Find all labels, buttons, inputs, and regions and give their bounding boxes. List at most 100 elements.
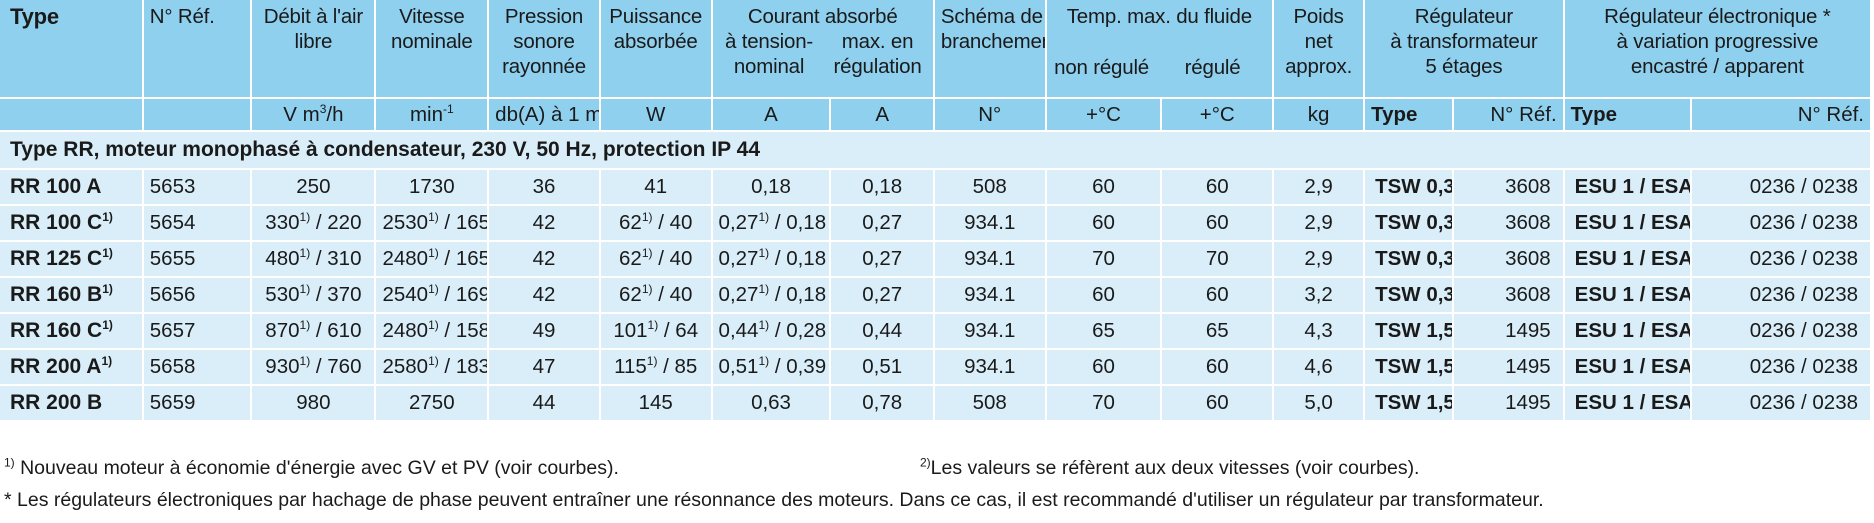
cell-temp-regule: 60: [1162, 206, 1273, 240]
cell-reg-type: TSW 1,5: [1365, 386, 1452, 420]
unit-vitesse: min-1: [376, 99, 488, 130]
cell-vitesse: 25801) / 1830: [376, 350, 488, 384]
cell-temp-regule: 65: [1162, 314, 1273, 348]
cell-courant-max: 0,78: [831, 386, 933, 420]
cell-puissance: 1151) / 85: [600, 350, 711, 384]
unit-temp-nonregule: +°C: [1046, 99, 1161, 130]
table-row: RR 200 B 5659 980 2750 44 145 0,63 0,78 508 70 60 5…: [0, 386, 1870, 420]
cell-reg-ref: 1495: [1454, 350, 1563, 384]
courant-title: Courant absorbé: [747, 5, 898, 28]
col-header-schema: Schéma debranchement: [934, 0, 1045, 97]
unit-regel-type: Type: [1564, 99, 1690, 130]
cell-debit: 4801) / 310: [252, 242, 375, 276]
cell-reg-ref: 3608: [1454, 206, 1563, 240]
cell-ref: 5653: [143, 170, 251, 204]
unit-courant-nominal: A: [712, 99, 830, 130]
cell-regel-type: ESU 1 / ESA 1: [1564, 314, 1690, 348]
section-row: Type RR, moteur monophasé à condensateur…: [0, 132, 1870, 168]
col-header-temp: Temp. max. du fluide non régulé régulé: [1046, 0, 1273, 97]
cell-courant-max: 0,27: [831, 206, 933, 240]
cell-reg-ref: 1495: [1454, 386, 1563, 420]
cell-poids: 4,6: [1274, 350, 1364, 384]
footnote-1: 1) Nouveau moteur à économie d'énergie a…: [4, 455, 619, 480]
unit-debit: V m3/h: [252, 99, 375, 130]
cell-regel-type: ESU 1 / ESA 1: [1564, 386, 1690, 420]
courant-sub-nominal: à tension-nominal: [725, 30, 814, 78]
cell-temp-regule: 60: [1162, 386, 1273, 420]
cell-temp-regule: 60: [1162, 278, 1273, 312]
cell-reg-type: TSW 0,3: [1365, 206, 1452, 240]
cell-type: RR 200 B: [0, 386, 142, 420]
col-header-type: Type: [0, 0, 142, 97]
cell-type: RR 160 C1): [0, 314, 142, 348]
cell-temp-nonregule: 60: [1046, 350, 1161, 384]
cell-ref: 5656: [143, 278, 251, 312]
col-header-poids: Poids net approx.: [1274, 0, 1364, 97]
cell-temp-nonregule: 65: [1046, 314, 1161, 348]
cell-puissance: 1011) / 64: [600, 314, 711, 348]
cell-temp-regule: 60: [1162, 170, 1273, 204]
unit-pression: db(A) à 1 m: [489, 99, 599, 130]
cell-reg-type: TSW 0,3: [1365, 242, 1452, 276]
col-header-regulateur-elec: Régulateur électronique * à variation pro…: [1564, 0, 1870, 97]
cell-reg-ref: 3608: [1454, 278, 1563, 312]
cell-debit: 980: [252, 386, 375, 420]
col-header-puissance: Puissance absorbée: [600, 0, 711, 97]
col-header-debit: Débit à l'air libre: [252, 0, 375, 97]
cell-regel-ref: 0236 / 0238: [1691, 386, 1870, 420]
cell-regel-ref: 0236 / 0238: [1691, 278, 1870, 312]
cell-courant-nominal: 0,441) / 0,28: [712, 314, 830, 348]
cell-debit: 5301) / 370: [252, 278, 375, 312]
cell-ref: 5659: [143, 386, 251, 420]
spec-table: Type N° Réf. Débit à l'air libre Vitesse n…: [0, 0, 1870, 420]
cell-poids: 2,9: [1274, 242, 1364, 276]
temp-sub-nonregule: non régulé: [1054, 56, 1150, 79]
cell-pression: 42: [489, 242, 599, 276]
cell-type: RR 160 B1): [0, 278, 142, 312]
section-title: Type RR, moteur monophasé à condensateur…: [0, 132, 1870, 168]
unit-temp-regule: +°C: [1162, 99, 1273, 130]
cell-pression: 36: [489, 170, 599, 204]
cell-poids: 5,0: [1274, 386, 1364, 420]
cell-courant-max: 0,27: [831, 278, 933, 312]
cell-vitesse: 1730: [376, 170, 488, 204]
cell-pression: 42: [489, 206, 599, 240]
cell-courant-max: 0,27: [831, 242, 933, 276]
cell-regel-ref: 0236 / 0238: [1691, 170, 1870, 204]
cell-type: RR 100 A: [0, 170, 142, 204]
cell-poids: 2,9: [1274, 206, 1364, 240]
unit-poids: kg: [1274, 99, 1364, 130]
cell-temp-regule: 70: [1162, 242, 1273, 276]
cell-reg-type: TSW 0,3: [1365, 278, 1452, 312]
cell-regel-type: ESU 1 / ESA 1: [1564, 350, 1690, 384]
cell-regel-type: ESU 1 / ESA 1: [1564, 206, 1690, 240]
col-header-regulateur: Régulateur à transformateur 5 étages: [1365, 0, 1563, 97]
cell-type: RR 125 C1): [0, 242, 142, 276]
cell-reg-ref: 3608: [1454, 170, 1563, 204]
col-header-pression: Pression sonore rayonnée: [489, 0, 599, 97]
cell-courant-nominal: 0,271) / 0,18: [712, 278, 830, 312]
data-rows: RR 100 A 5653 250 1730 36 41 0,18 0,18 508 60 60 2,…: [0, 170, 1870, 420]
cell-regel-type: ESU 1 / ESA 1: [1564, 170, 1690, 204]
cell-vitesse: 2750: [376, 386, 488, 420]
cell-regel-ref: 0236 / 0238: [1691, 350, 1870, 384]
col-header-ref: N° Réf.: [143, 0, 251, 97]
cell-regel-ref: 0236 / 0238: [1691, 314, 1870, 348]
cell-regel-ref: 0236 / 0238: [1691, 242, 1870, 276]
courant-sub-max: max. en régulation: [833, 30, 922, 78]
units-row: V m3/h min-1 db(A) à 1 m W A A N° +°C +°…: [0, 99, 1870, 130]
cell-debit: 250: [252, 170, 375, 204]
table-row: RR 100 A 5653 250 1730 36 41 0,18 0,18 508 60 60 2,…: [0, 170, 1870, 204]
cell-courant-max: 0,44: [831, 314, 933, 348]
cell-poids: 2,9: [1274, 170, 1364, 204]
cell-vitesse: 24801) / 1655: [376, 242, 488, 276]
cell-temp-nonregule: 70: [1046, 386, 1161, 420]
unit-courant-max: A: [831, 99, 933, 130]
cell-type: RR 100 C1): [0, 206, 142, 240]
cell-ref: 5654: [143, 206, 251, 240]
